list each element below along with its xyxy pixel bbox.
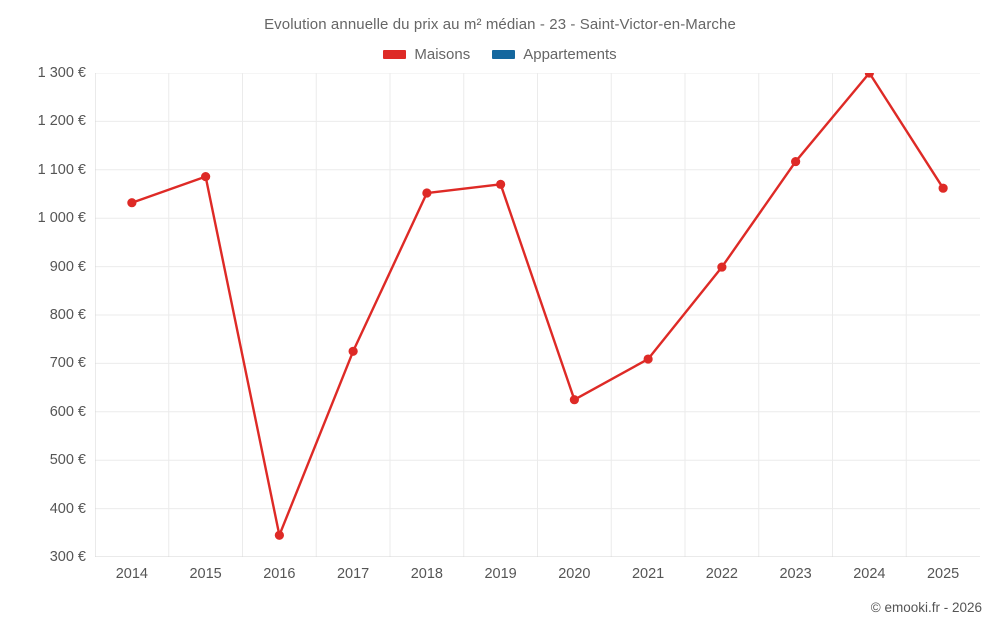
plot-area — [95, 73, 980, 557]
series-markers — [127, 73, 948, 540]
data-point-marker[interactable] — [496, 179, 506, 189]
data-point-marker[interactable] — [274, 530, 284, 540]
chart-title: Evolution annuelle du prix au m² médian … — [264, 16, 736, 33]
y-axis-tick-label: 1 100 € — [37, 161, 86, 178]
x-axis-tick-label: 2023 — [779, 566, 812, 582]
y-axis-tick-label: 1 200 € — [37, 113, 86, 130]
legend-swatch-appartements — [492, 50, 516, 59]
x-axis-tick-label: 2024 — [853, 566, 886, 582]
series-lines — [130, 73, 945, 537]
legend-label-maisons: Maisons — [414, 46, 471, 63]
data-point-marker[interactable] — [569, 395, 579, 405]
legend-label-appartements: Appartements — [523, 46, 617, 63]
data-point-marker[interactable] — [348, 346, 358, 356]
legend-item-maisons[interactable]: Maisons — [383, 46, 470, 63]
y-axis-tick-labels: 300 € 400 € 500 € 600 € 700 € 800 € 900 € 1 000… — [10, 0, 86, 625]
x-axis-tick-label: 2016 — [263, 566, 296, 582]
chart-legend: Maisons Appartements — [0, 46, 1000, 63]
data-point-marker[interactable] — [938, 183, 948, 193]
x-axis-tick-label: 2015 — [189, 566, 222, 582]
data-point-marker[interactable] — [864, 73, 874, 78]
y-axis-tick-label: 500 € — [49, 452, 86, 469]
y-axis-tick-label: 1 300 € — [37, 65, 86, 81]
y-axis-tick-label: 800 € — [49, 307, 86, 323]
y-axis-tick-label: 300 € — [49, 549, 86, 565]
y-axis-tick-label: 900 € — [49, 258, 86, 275]
x-axis-tick-label: 2025 — [926, 566, 960, 582]
y-axis-tick-label: 1 000 € — [37, 210, 86, 227]
x-axis-tick-label: 2019 — [484, 566, 517, 582]
chart-plot-svg — [95, 73, 980, 557]
x-axis-tick-label: 2018 — [410, 566, 444, 582]
footer-credit: © emooki.fr - 2026 — [870, 600, 982, 615]
y-axis-tick-label: 700 € — [49, 355, 86, 372]
data-point-marker[interactable] — [717, 262, 727, 272]
x-axis-tick-label: 2021 — [631, 566, 665, 582]
legend-item-appartements[interactable]: Appartements — [492, 46, 617, 63]
x-axis-tick-label: 2022 — [705, 566, 739, 582]
legend-swatch-maisons — [383, 50, 407, 59]
data-point-marker[interactable] — [791, 156, 801, 167]
x-axis-tick-label: 2014 — [115, 566, 149, 582]
x-axis-tick-label: 2020 — [558, 566, 591, 582]
data-point-marker[interactable] — [201, 171, 211, 182]
data-point-marker[interactable] — [422, 188, 432, 198]
grid-lines — [95, 73, 980, 557]
data-point-marker[interactable] — [127, 198, 137, 208]
y-axis-tick-label: 600 € — [49, 403, 86, 420]
y-axis-tick-label: 400 € — [49, 500, 86, 517]
x-axis-tick-label: 2017 — [336, 566, 370, 582]
data-point-marker[interactable] — [643, 354, 653, 364]
